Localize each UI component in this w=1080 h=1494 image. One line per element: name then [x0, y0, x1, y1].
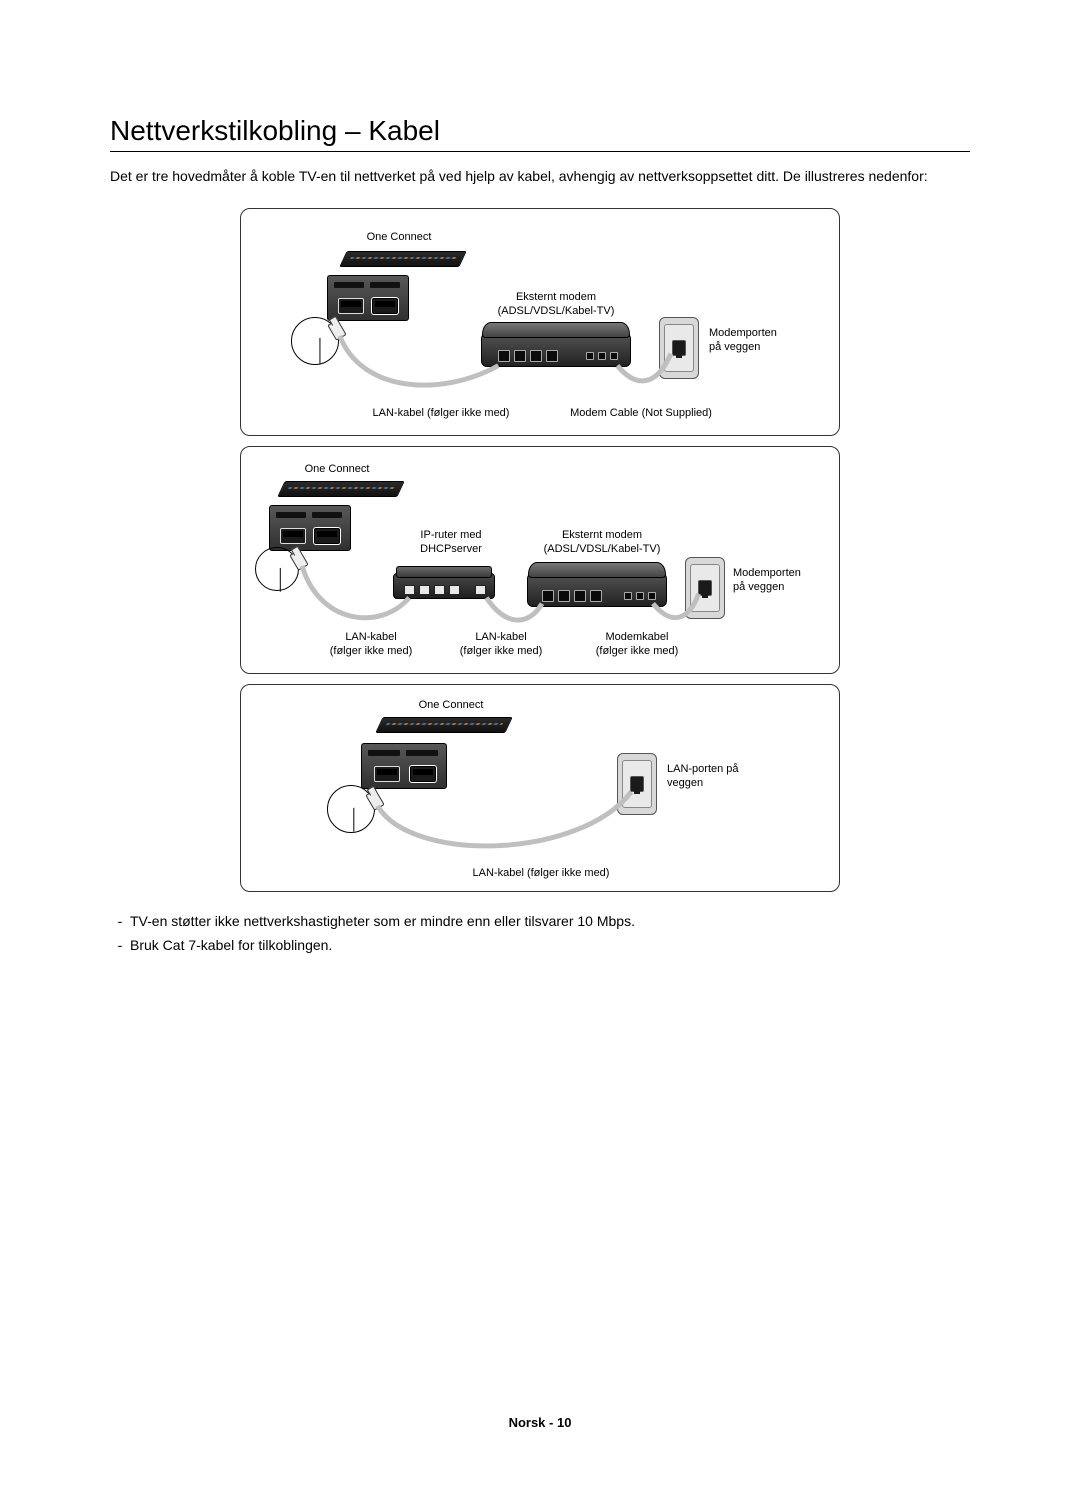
label-lan-cable: LAN-kabel (følger ikke med): [441, 867, 641, 881]
diagram-2: One Connect IP-ruter med DHCPserver Ekst…: [240, 446, 840, 674]
router-icon: [393, 573, 495, 599]
label-one-connect: One Connect: [277, 463, 397, 477]
label-wall-port: Modemporten på veggen: [733, 567, 833, 595]
label-lan2: LAN-kabel (følger ikke med): [441, 631, 561, 659]
wall-port-icon: [617, 753, 657, 815]
one-connect-top-icon: [339, 251, 466, 267]
label-modem-cable: Modem Cable (Not Supplied): [551, 407, 731, 421]
label-router: IP-ruter med DHCPserver: [391, 529, 511, 557]
page-title: Nettverkstilkobling – Kabel: [110, 115, 970, 152]
label-modem: Modemkabel (følger ikke med): [577, 631, 697, 659]
page-footer: Norsk - 10: [0, 1415, 1080, 1430]
label-lan1: LAN-kabel (følger ikke med): [311, 631, 431, 659]
one-connect-top-icon: [277, 481, 404, 497]
wall-port-icon: [685, 557, 725, 619]
modem-icon: [527, 571, 667, 607]
modem-icon: [481, 331, 631, 367]
one-connect-front-icon: [327, 275, 409, 321]
notes-list: -TV-en støtter ikke nettverkshastigheter…: [110, 910, 970, 958]
label-external-modem: Eksternt modem (ADSL/VDSL/Kabel-TV): [527, 529, 677, 557]
diagram-1: One Connect Eksternt modem (ADSL/VDSL/Ka…: [240, 208, 840, 436]
label-one-connect: One Connect: [391, 699, 511, 713]
one-connect-top-icon: [375, 717, 512, 733]
intro-text: Det er tre hovedmåter å koble TV-en til …: [110, 166, 970, 186]
diagram-3: One Connect LAN-porten på veggen LAN-kab…: [240, 684, 840, 892]
label-one-connect: One Connect: [339, 231, 459, 245]
label-external-modem: Eksternt modem (ADSL/VDSL/Kabel-TV): [476, 291, 636, 319]
one-connect-front-icon: [269, 505, 351, 551]
one-connect-front-icon: [361, 743, 447, 789]
list-item: -TV-en støtter ikke nettverkshastigheter…: [110, 910, 970, 934]
label-wall-port: LAN-porten på veggen: [667, 763, 777, 791]
list-item: -Bruk Cat 7-kabel for tilkoblingen.: [110, 934, 970, 958]
label-lan-cable: LAN-kabel (følger ikke med): [351, 407, 531, 421]
label-wall-port: Modemporten på veggen: [709, 327, 819, 355]
wall-port-icon: [659, 317, 699, 379]
